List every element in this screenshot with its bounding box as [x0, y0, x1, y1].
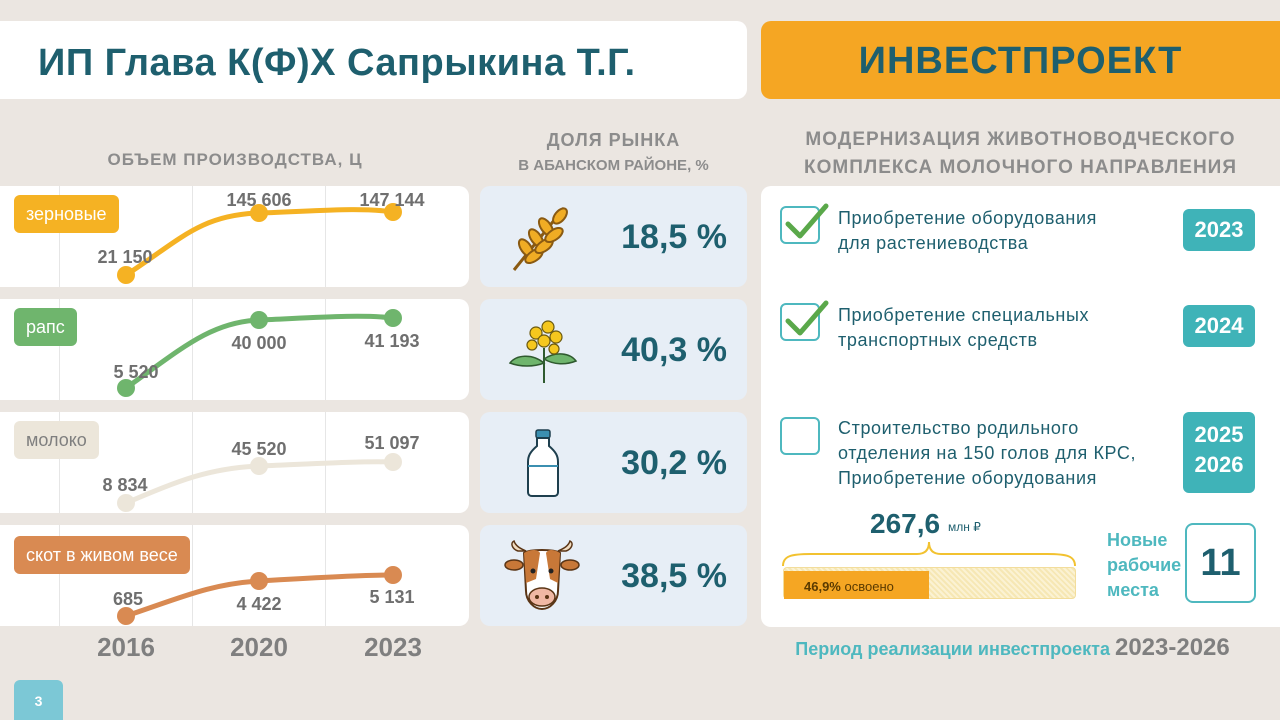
checkbox-step-1[interactable]: [780, 203, 829, 244]
checkmark-icon: [785, 300, 829, 336]
step-2-line1: Приобретение специальных: [838, 305, 1090, 325]
grid-line: [325, 186, 326, 287]
share-card-milk: 30,2 %: [480, 412, 747, 513]
grid-line: [192, 299, 193, 400]
investment-value: 267,6: [870, 508, 941, 539]
investment-progress-label: 46,9% освоено: [804, 579, 894, 594]
grid-line: [325, 299, 326, 400]
step-1-year-badge: 2023: [1183, 209, 1255, 251]
checkmark-icon: [785, 203, 829, 239]
grid-line: [59, 412, 60, 513]
year-label: 2020: [230, 632, 288, 662]
step-3-year-start: 2025: [1194, 422, 1244, 447]
grid-line: [325, 525, 326, 626]
value-label: 145 606: [226, 190, 292, 210]
category-badge-rapeseed: рапс: [14, 308, 77, 346]
implementation-period: Период реализации инвестпроекта 2023-202…: [761, 634, 1264, 662]
cow-head-icon: [504, 539, 580, 611]
rapeseed-flower-icon: [508, 320, 578, 383]
value-label: 147 144: [359, 190, 425, 210]
value-label: 40 000: [231, 333, 287, 353]
investment-unit: млн ₽: [948, 520, 981, 534]
share-card-cattle: 38,5 %: [480, 525, 747, 626]
modernization-heading: МОДЕРНИЗАЦИЯ ЖИВОТНОВОДЧЕСКОГО КОМПЛЕКСА…: [761, 126, 1280, 182]
step-2-year-badge: 2024: [1183, 305, 1255, 347]
category-badge-cattle: скот в живом весе: [14, 536, 190, 574]
step-3-line3: Приобретение оборудования: [838, 468, 1097, 488]
grid-line: [325, 412, 326, 513]
value-label: 41 193: [364, 331, 420, 351]
period-label: Период реализации инвестпроекта: [795, 639, 1110, 659]
share-card-grain: 18,5 %: [480, 186, 747, 287]
grid-line: [192, 186, 193, 287]
step-3-line2: отделения на 150 голов для КРС,: [838, 443, 1137, 463]
production-heading: ОБЪЕМ ПРОИЗВОДСТВА, Ц: [107, 150, 363, 169]
category-badge-grain: зерновые: [14, 195, 119, 233]
share-value: 38,5 %: [621, 557, 727, 595]
new-jobs-label: Новые рабочие места: [1107, 528, 1181, 603]
investment-brace: [782, 541, 1076, 567]
new-jobs-label-line3: места: [1107, 580, 1159, 600]
category-badge-milk: молоко: [14, 421, 99, 459]
value-label: 8 834: [102, 475, 148, 495]
new-jobs-label-line2: рабочие: [1107, 555, 1182, 575]
invest-banner-panel: [761, 21, 1280, 99]
grid-line: [59, 186, 60, 287]
page-number: 3: [14, 680, 63, 720]
page-title: ИП Глава К(Ф)Х Сапрыкина Т.Г.: [38, 42, 636, 84]
milk-bottle-icon: [527, 429, 559, 497]
value-label: 45 520: [231, 439, 287, 459]
step-1-text: Приобретение оборудования для растениево…: [838, 206, 1097, 256]
investment-progress-fill: [784, 571, 929, 599]
grid-line: [59, 525, 60, 626]
title-panel: [0, 21, 747, 99]
value-label: 685: [112, 589, 144, 609]
year-label: 2016: [97, 632, 155, 662]
checkbox-step-2[interactable]: [780, 300, 829, 341]
new-jobs-count: 11: [1185, 523, 1256, 603]
modernization-heading-line1: МОДЕРНИЗАЦИЯ ЖИВОТНОВОДЧЕСКОГО: [805, 129, 1236, 150]
step-2-line2: транспортных средств: [838, 330, 1038, 350]
share-value: 30,2 %: [621, 444, 727, 482]
share-card-rapeseed: 40,3 %: [480, 299, 747, 400]
value-label: 21 150: [97, 247, 153, 267]
share-value: 40,3 %: [621, 331, 727, 369]
step-1-line1: Приобретение оборудования: [838, 208, 1097, 228]
step-3-year-end: 2026: [1194, 452, 1244, 477]
period-years: 2023-2026: [1114, 634, 1230, 661]
step-2-text: Приобретение специальных транспортных ср…: [838, 303, 1089, 353]
value-label: 51 097: [364, 433, 420, 453]
value-label: 4 422: [236, 594, 282, 614]
market-share-subheading: В АБАНСКОМ РАЙОНЕ, %: [518, 157, 709, 174]
investment-progress-text: освоено: [844, 579, 894, 594]
step-1-line2: для растениеводства: [838, 233, 1029, 253]
checkbox-step-3[interactable]: [780, 417, 820, 455]
grid-line: [192, 412, 193, 513]
share-value: 18,5 %: [621, 218, 727, 256]
year-label: 2023: [364, 632, 422, 662]
grid-line: [59, 299, 60, 400]
grid-line: [192, 525, 193, 626]
step-3-text: Строительство родильного отделения на 15…: [838, 416, 1136, 491]
market-share-heading: ДОЛЯ РЫНКА: [546, 130, 681, 150]
investment-progress-percent: 46,9%: [804, 579, 841, 594]
value-label: 5 520: [113, 362, 159, 382]
new-jobs-label-line1: Новые: [1107, 530, 1168, 550]
step-3-year-badge: 2025 2026: [1183, 412, 1255, 493]
wheat-icon: [512, 207, 568, 271]
modernization-heading-line2: КОМПЛЕКСА МОЛОЧНОГО НАПРАВЛЕНИЯ: [804, 157, 1237, 178]
invest-banner: ИНВЕСТПРОЕКТ: [858, 40, 1183, 82]
value-label: 5 131: [369, 587, 415, 607]
step-3-line1: Строительство родильного: [838, 418, 1079, 438]
